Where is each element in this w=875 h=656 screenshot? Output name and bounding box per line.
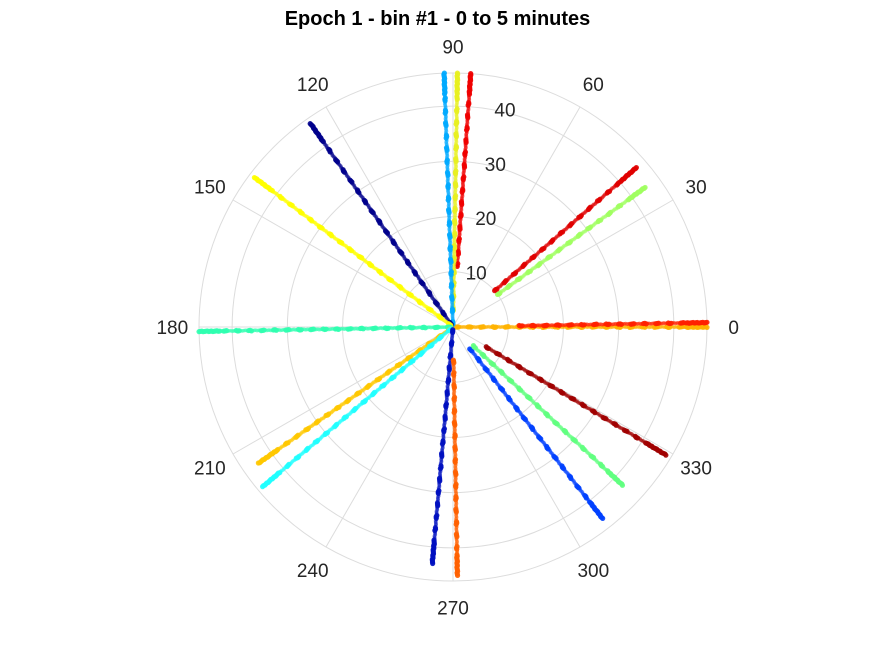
series-15-points bbox=[470, 342, 626, 488]
data-point bbox=[704, 319, 710, 325]
data-point bbox=[619, 482, 626, 488]
theta-grid-line bbox=[452, 326, 581, 548]
theta-tick-label: 180 bbox=[156, 318, 188, 339]
theta-tick-label: 150 bbox=[194, 178, 226, 199]
series-14-points bbox=[467, 346, 606, 521]
series-12-points bbox=[429, 327, 456, 567]
series-13-points bbox=[450, 357, 461, 579]
data-point bbox=[468, 71, 474, 77]
series-7-points bbox=[307, 121, 455, 328]
data-point bbox=[454, 70, 461, 76]
series-6-points bbox=[441, 70, 456, 327]
series-11-points bbox=[259, 326, 454, 490]
theta-grid-line bbox=[452, 106, 581, 328]
data-point bbox=[255, 460, 261, 466]
r-tick-label: 20 bbox=[475, 209, 496, 230]
data-point bbox=[251, 175, 258, 181]
theta-tick-label: 270 bbox=[437, 599, 469, 620]
theta-tick-label: 0 bbox=[728, 318, 739, 339]
theta-grid-line bbox=[325, 326, 454, 548]
data-series bbox=[196, 70, 710, 579]
series-1-points bbox=[516, 319, 710, 329]
data-point bbox=[430, 560, 436, 567]
data-point bbox=[441, 70, 447, 76]
theta-grid-line bbox=[452, 199, 674, 328]
data-point bbox=[642, 184, 648, 191]
theta-tick-label: 210 bbox=[194, 458, 226, 479]
data-point bbox=[196, 329, 202, 335]
theta-tick-label: 30 bbox=[686, 178, 707, 199]
data-point bbox=[663, 452, 669, 458]
r-tick-label: 10 bbox=[466, 264, 487, 285]
data-point bbox=[454, 572, 461, 579]
data-point bbox=[600, 515, 606, 521]
r-tick-label: 30 bbox=[485, 155, 506, 176]
theta-tick-label: 300 bbox=[577, 561, 609, 582]
data-point bbox=[704, 324, 710, 330]
series-10-points bbox=[255, 325, 454, 466]
theta-tick-label: 240 bbox=[297, 561, 329, 582]
theta-grid-line bbox=[232, 199, 454, 328]
series-2-points bbox=[494, 184, 648, 297]
tick-labels: 0 30 60 90 120 150 180 210 240 270 300 330 10 20 30 40 bbox=[156, 37, 739, 619]
theta-grid-line bbox=[325, 106, 454, 328]
chart-title: Epoch 1 - bin #1 - 0 to 5 minutes bbox=[284, 8, 591, 30]
data-point bbox=[633, 165, 639, 171]
data-point bbox=[307, 121, 313, 127]
series-8-points bbox=[251, 175, 454, 328]
theta-tick-label: 90 bbox=[442, 37, 463, 58]
series-9-points bbox=[196, 324, 453, 335]
series-3-points bbox=[492, 165, 639, 294]
theta-tick-label: 330 bbox=[680, 458, 712, 479]
data-point bbox=[259, 484, 266, 490]
series-16-points bbox=[483, 344, 669, 458]
theta-tick-label: 120 bbox=[297, 75, 329, 96]
theta-grid-line bbox=[232, 326, 454, 455]
theta-tick-label: 60 bbox=[583, 75, 604, 96]
r-tick-label: 40 bbox=[494, 101, 515, 122]
series-4-points bbox=[454, 71, 474, 270]
